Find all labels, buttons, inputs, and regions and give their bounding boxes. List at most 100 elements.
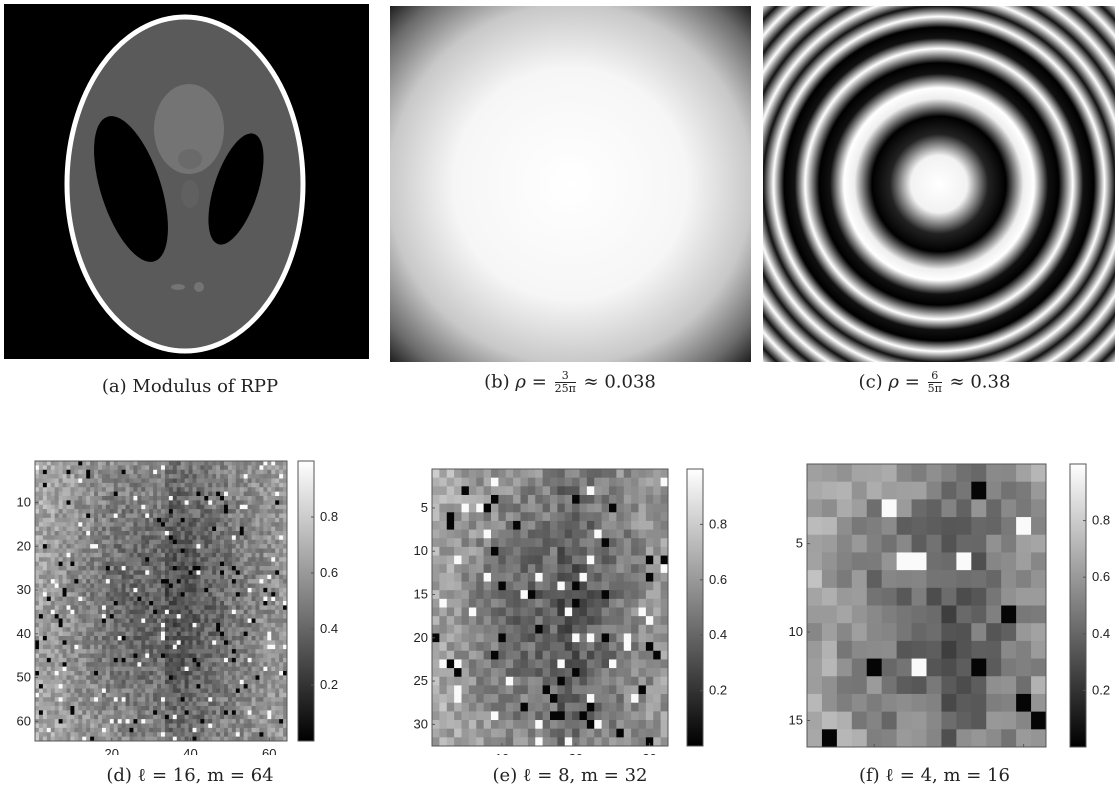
heatmap-cell xyxy=(157,693,161,698)
heatmap-cell xyxy=(145,522,149,527)
heatmap-cell xyxy=(224,667,228,672)
heatmap-cell xyxy=(602,573,610,582)
heatmap-cell xyxy=(572,504,580,513)
heatmap-cell xyxy=(646,599,654,608)
heatmap-cell xyxy=(228,724,232,729)
heatmap-cell xyxy=(86,549,90,554)
heatmap-cell xyxy=(141,557,145,562)
heatmap-cell xyxy=(204,492,208,497)
heatmap-cell xyxy=(587,478,595,487)
heatmap-cell xyxy=(94,470,98,475)
heatmap-cell xyxy=(271,474,275,479)
heatmap-cell xyxy=(161,702,165,707)
colorbar-tick-label: 0.2 xyxy=(320,677,338,692)
heatmap-cell xyxy=(102,557,106,562)
heatmap-cell xyxy=(609,504,617,513)
heatmap-cell xyxy=(259,496,263,501)
heatmap-cell xyxy=(624,608,632,617)
heatmap-cell xyxy=(63,570,67,575)
heatmap-cell xyxy=(220,509,224,514)
heatmap-cell xyxy=(439,608,447,617)
heatmap-cell xyxy=(43,680,47,685)
heatmap-cell xyxy=(535,694,543,703)
heatmap-cell xyxy=(224,632,228,637)
heatmap-cell xyxy=(609,651,617,660)
heatmap-cell xyxy=(263,619,267,624)
heatmap-cell xyxy=(86,597,90,602)
heatmap-cell xyxy=(279,654,283,659)
heatmap-cell xyxy=(118,675,122,680)
heatmap-cell xyxy=(193,693,197,698)
heatmap-cell xyxy=(244,579,248,584)
heatmap-cell xyxy=(236,500,240,505)
heatmap-cell xyxy=(220,470,224,475)
heatmap-cell xyxy=(122,465,126,470)
heatmap-cell xyxy=(43,728,47,733)
heatmap-cell xyxy=(275,675,279,680)
heatmap-cell xyxy=(130,483,134,488)
heatmap-cell xyxy=(267,553,271,558)
heatmap-cell xyxy=(126,702,130,707)
heatmap-cell xyxy=(149,654,153,659)
heatmap-cells xyxy=(35,461,288,742)
heatmap-cell xyxy=(141,706,145,711)
heatmap-cell xyxy=(177,724,181,729)
heatmap-cell xyxy=(177,588,181,593)
heatmap-cell xyxy=(240,496,244,501)
heatmap-cell xyxy=(55,575,59,580)
heatmap-cell xyxy=(110,715,114,720)
heatmap-cell xyxy=(616,582,624,591)
heatmap-cell xyxy=(624,556,632,565)
heatmap-cell xyxy=(220,697,224,702)
heatmap-cell xyxy=(43,570,47,575)
caption-b: (b) ρ = 3 25π ≈ 0.038 xyxy=(380,370,760,395)
heatmap-cell xyxy=(118,640,122,645)
heatmap-cell xyxy=(165,461,169,466)
heatmap-cell xyxy=(39,601,43,606)
heatmap-cell xyxy=(609,685,617,694)
heatmap-cell xyxy=(228,544,232,549)
heatmap-cell xyxy=(594,616,602,625)
heatmap-cell xyxy=(639,512,647,521)
heatmap-cell xyxy=(161,689,165,694)
heatmap-cell xyxy=(141,592,145,597)
heatmap-cell xyxy=(256,632,260,637)
heatmap-cell xyxy=(74,623,78,628)
heatmap-cell xyxy=(580,486,588,495)
heatmap-cell xyxy=(259,605,263,610)
heatmap-cell xyxy=(55,715,59,720)
heatmap-cell xyxy=(110,557,114,562)
heatmap-cell xyxy=(67,492,71,497)
heatmap-cell xyxy=(35,535,39,540)
heatmap-cell xyxy=(189,610,193,615)
heatmap-cell xyxy=(59,592,63,597)
heatmap-cell xyxy=(602,538,610,547)
heatmap-cell xyxy=(173,522,177,527)
heatmap-cell xyxy=(181,531,185,536)
heatmap-cell xyxy=(130,702,134,707)
heatmap-cell xyxy=(43,640,47,645)
heatmap-cell xyxy=(491,512,499,521)
heatmap-cell xyxy=(51,509,55,514)
heatmap-cell xyxy=(82,658,86,663)
heatmap-cell xyxy=(616,495,624,504)
heatmap-cell xyxy=(70,514,74,519)
heatmap-cell xyxy=(70,693,74,698)
heatmap-cell xyxy=(141,553,145,558)
heatmap-cell xyxy=(55,636,59,641)
heatmap-cell xyxy=(149,597,153,602)
heatmap-cell xyxy=(98,549,102,554)
heatmap-cell xyxy=(169,649,173,654)
heatmap-cell xyxy=(181,689,185,694)
heatmap-e: 510152025301020300.80.60.40.2 xyxy=(380,455,760,755)
heatmap-cell xyxy=(193,654,197,659)
heatmap-cell xyxy=(118,579,122,584)
heatmap-cell xyxy=(133,640,137,645)
heatmap-cell xyxy=(244,575,248,580)
heatmap-cell xyxy=(137,654,141,659)
heatmap-cell xyxy=(256,500,260,505)
heatmap-cell xyxy=(624,677,632,686)
heatmap-cell xyxy=(47,732,51,737)
heatmap-cell xyxy=(631,625,639,634)
heatmap-cell xyxy=(224,719,228,724)
